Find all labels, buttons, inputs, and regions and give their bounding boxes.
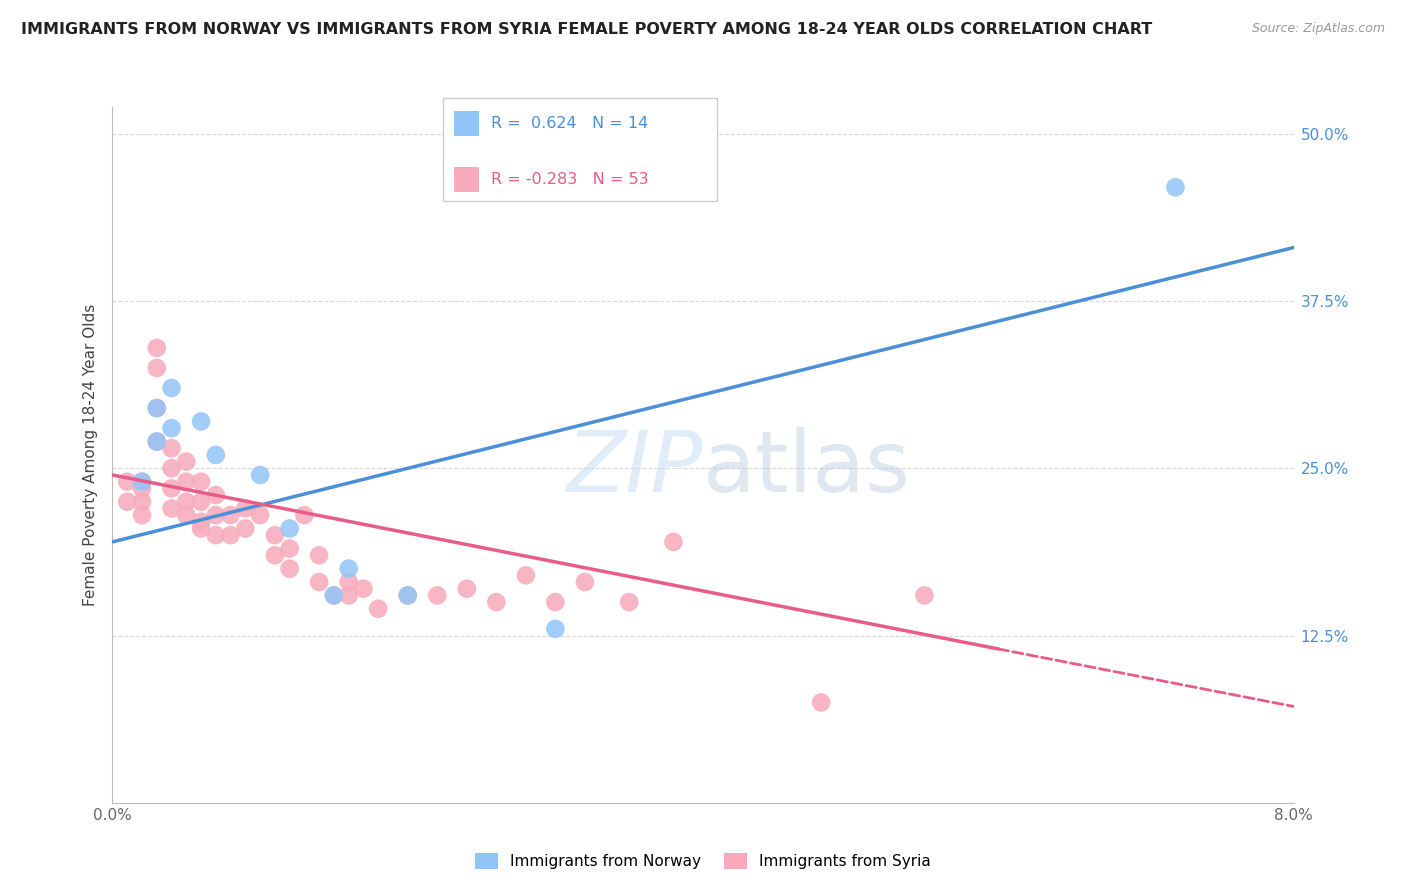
Point — [146, 434, 169, 449]
Point — [146, 341, 169, 355]
Point — [352, 582, 374, 596]
Point — [1164, 180, 1187, 194]
Y-axis label: Female Poverty Among 18-24 Year Olds: Female Poverty Among 18-24 Year Olds — [83, 304, 98, 606]
Point — [146, 434, 169, 449]
Point — [146, 401, 169, 416]
Point — [160, 421, 183, 435]
Point — [174, 475, 197, 489]
Point — [308, 548, 330, 563]
Point — [337, 575, 360, 590]
Point — [619, 595, 641, 609]
Point — [219, 528, 242, 542]
Point — [278, 541, 301, 556]
Point — [914, 589, 936, 603]
Text: R = -0.283   N = 53: R = -0.283 N = 53 — [491, 172, 648, 186]
Point — [515, 568, 537, 582]
Point — [264, 548, 287, 563]
Point — [131, 508, 153, 523]
Point — [205, 488, 228, 502]
Point — [190, 475, 212, 489]
Point — [337, 589, 360, 603]
Text: ZIP: ZIP — [567, 427, 703, 510]
Point — [146, 401, 169, 416]
Point — [160, 461, 183, 475]
Point — [249, 508, 271, 523]
Point — [544, 595, 567, 609]
Text: IMMIGRANTS FROM NORWAY VS IMMIGRANTS FROM SYRIA FEMALE POVERTY AMONG 18-24 YEAR : IMMIGRANTS FROM NORWAY VS IMMIGRANTS FRO… — [21, 22, 1153, 37]
Point — [292, 508, 315, 523]
Point — [117, 494, 138, 508]
Point — [233, 521, 256, 535]
Point — [205, 508, 228, 523]
Point — [131, 475, 153, 489]
Point — [205, 448, 228, 462]
Point — [190, 515, 212, 529]
Point — [456, 582, 478, 596]
Point — [174, 455, 197, 469]
Point — [174, 508, 197, 523]
Point — [131, 475, 153, 489]
Point — [190, 494, 212, 508]
Point — [278, 521, 301, 535]
Point — [323, 589, 346, 603]
Legend: Immigrants from Norway, Immigrants from Syria: Immigrants from Norway, Immigrants from … — [470, 847, 936, 875]
Point — [396, 589, 419, 603]
Point — [131, 482, 153, 496]
Point — [264, 528, 287, 542]
Point — [662, 535, 685, 549]
Point — [233, 501, 256, 516]
Point — [308, 575, 330, 590]
Point — [117, 475, 138, 489]
Point — [323, 589, 346, 603]
Point — [160, 381, 183, 395]
Point — [544, 622, 567, 636]
Point — [574, 575, 596, 590]
Point — [278, 562, 301, 576]
Point — [160, 501, 183, 516]
Point — [160, 482, 183, 496]
Point — [146, 361, 169, 376]
Point — [219, 508, 242, 523]
Text: Source: ZipAtlas.com: Source: ZipAtlas.com — [1251, 22, 1385, 36]
Point — [190, 521, 212, 535]
Point — [131, 494, 153, 508]
Point — [810, 696, 832, 710]
Point — [160, 442, 183, 456]
Point — [174, 494, 197, 508]
Text: R =  0.624   N = 14: R = 0.624 N = 14 — [491, 116, 648, 130]
Point — [426, 589, 449, 603]
Point — [485, 595, 508, 609]
Point — [249, 468, 271, 483]
Point — [396, 589, 419, 603]
Point — [367, 602, 389, 616]
Point — [190, 415, 212, 429]
Point — [337, 562, 360, 576]
Point — [205, 528, 228, 542]
Text: atlas: atlas — [703, 427, 911, 510]
